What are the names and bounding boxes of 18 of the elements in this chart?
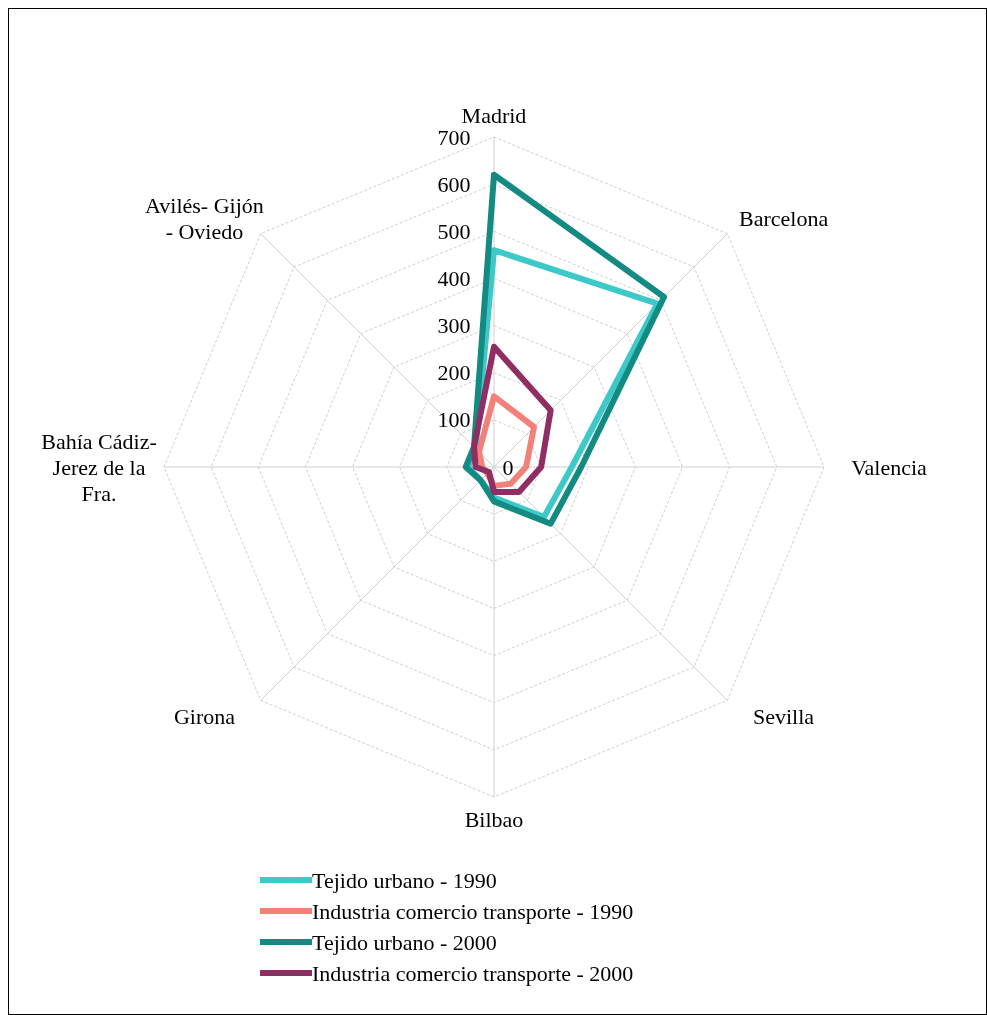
legend-label: Industria comercio transporte - 1990: [312, 899, 634, 924]
y-tick-label: 100: [437, 407, 471, 433]
spoke-label: Bahía Cádiz- Jerez de la Fra.: [41, 429, 157, 506]
spoke-label: Bilbao: [464, 807, 524, 832]
y-tick-label: 200: [437, 360, 471, 386]
y-tick-label: 400: [437, 265, 471, 291]
spoke-label: Girona: [173, 703, 236, 729]
spoke-label: Avilés- Gijón - Oviedo: [145, 193, 264, 245]
legend-label: Industria comercio transporte - 2000: [312, 961, 634, 986]
spoke-label: Valencia: [851, 455, 928, 480]
y-tick-label: 0: [502, 454, 514, 480]
y-tick-label: 500: [437, 218, 471, 244]
spoke-label: Barcelona: [738, 206, 829, 232]
y-tick-label: 600: [437, 171, 471, 197]
legend-label: Tejido urbano - 1990: [312, 868, 497, 893]
legend-label: Tejido urbano - 2000: [312, 930, 497, 955]
y-tick-label: 300: [437, 313, 471, 339]
spoke-label: Sevilla: [753, 703, 815, 729]
